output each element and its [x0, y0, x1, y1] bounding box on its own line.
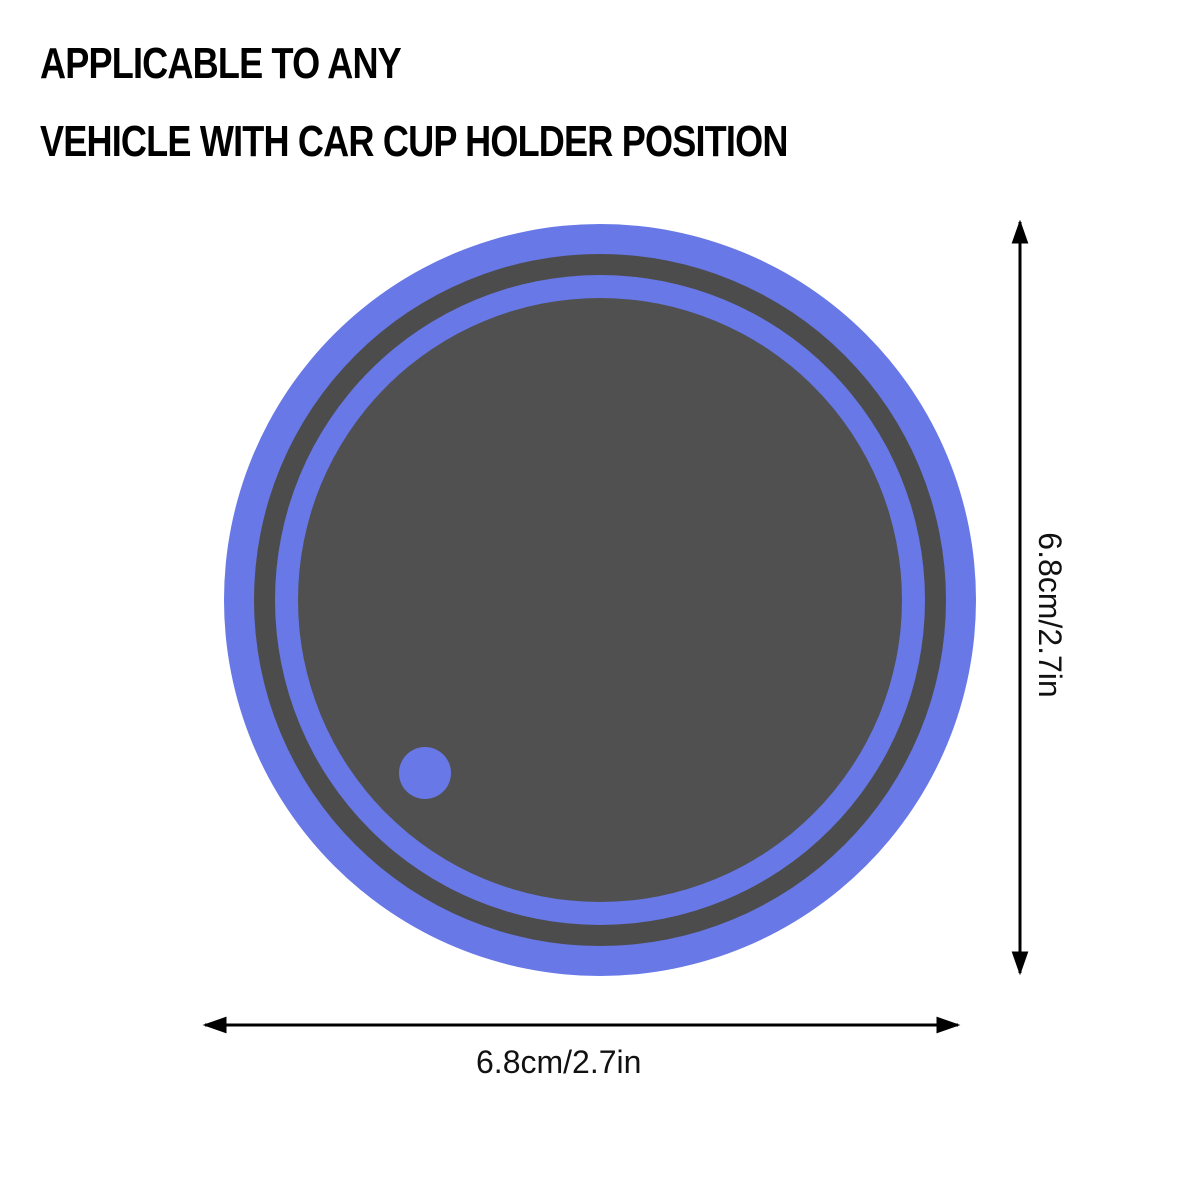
height-dimension-label: 6.8cm/2.7in — [1032, 532, 1068, 698]
coaster-surface — [298, 298, 902, 902]
headline-line-1: APPLICABLE TO ANY — [40, 39, 402, 88]
width-dimension-label: 6.8cm/2.7in — [476, 1044, 642, 1080]
light-sensor-dot — [399, 747, 451, 799]
headline-line-2: VEHICLE WITH CAR CUP HOLDER POSITION — [40, 117, 788, 166]
